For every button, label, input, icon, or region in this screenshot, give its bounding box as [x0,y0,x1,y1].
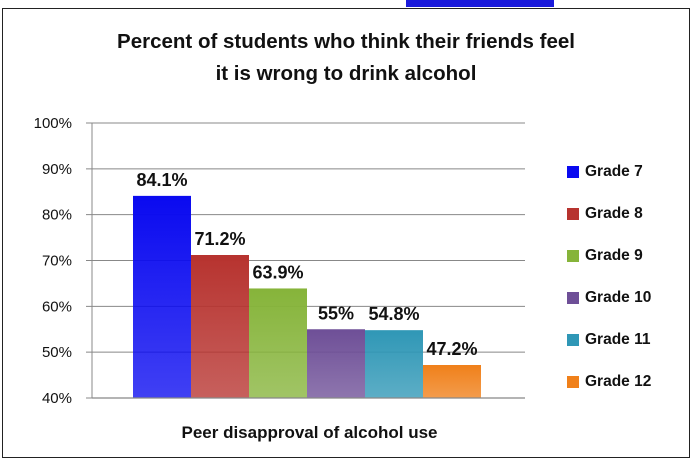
bar-grade-7 [133,195,191,398]
legend-item: Grade 7 [567,162,643,182]
y-tick-label: 60% [42,298,72,315]
legend-label: Grade 10 [585,289,652,306]
bar-grade-11 [365,330,423,398]
legend-label: Grade 9 [585,247,643,264]
legend-item: Grade 11 [567,330,651,350]
chart-title: Percent of students who think their frie… [0,26,692,90]
legend-label: Grade 8 [585,205,643,222]
bar-grade-12 [423,365,481,398]
legend-item: Grade 8 [567,204,643,224]
legend-swatch [567,334,579,346]
bar-grade-9 [249,288,307,398]
cropped-header-bar [406,0,554,7]
chart-title-line-1: Percent of students who think their frie… [117,30,575,53]
y-tick-label: 40% [42,390,72,407]
legend-item: Grade 9 [567,246,643,266]
y-tick-label: 50% [42,344,72,361]
chart-title-line-2: it is wrong to drink alcohol [215,62,477,85]
legend-item: Grade 10 [567,288,651,308]
data-label: 47.2% [426,339,477,359]
y-tick-label: 90% [42,161,72,178]
data-label: 55% [318,303,354,323]
y-tick-label: 70% [42,253,72,270]
y-tick-label: 100% [34,115,72,132]
legend-label: Grade 7 [585,163,643,180]
bar-grade-8 [191,255,249,398]
legend-swatch [567,208,579,220]
data-label: 84.1% [136,170,187,190]
data-label: 54.8% [368,304,419,324]
legend-swatch [567,166,579,178]
data-label: 71.2% [194,229,245,249]
legend-swatch [567,292,579,304]
legend-item: Grade 12 [567,372,651,392]
legend-swatch [567,250,579,262]
legend-swatch [567,376,579,388]
x-axis-category-label: Peer disapproval of alcohol use [181,423,437,442]
bar-grade-10 [307,329,365,398]
legend-label: Grade 11 [585,331,651,348]
y-tick-label: 80% [42,207,72,224]
data-label: 63.9% [252,262,303,282]
legend-label: Grade 12 [585,373,652,390]
